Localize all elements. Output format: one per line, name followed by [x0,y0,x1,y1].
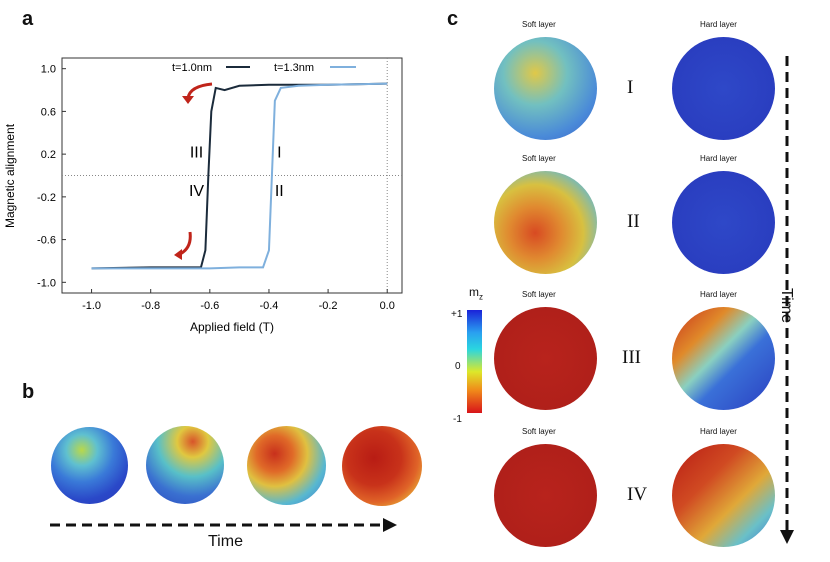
y-axis-label: Magnetic alignment [3,123,17,228]
y-tick-label: -0.6 [37,235,56,247]
colorbar [467,310,482,413]
red-arrow-upper-head [182,96,194,104]
annotation-label: IV [189,183,204,200]
y-tick-label: 0.2 [41,149,56,161]
panel-c-time-label: Time [778,288,795,323]
colorbar-title-subscript: z [479,292,483,302]
annotation-label: I [277,144,281,161]
y-tick-label: -1.0 [37,277,56,289]
reference-lines [62,58,402,293]
red-arrow-upper [186,82,213,99]
hard-layer-label: Hard layer [700,154,737,163]
panel-b-time-label: Time [208,533,243,550]
hard-layer-map [672,307,775,410]
soft-layer-label: Soft layer [522,290,556,299]
x-axis-label: Applied field (T) [190,320,274,334]
panel-a-letter: a [22,8,34,30]
x-tick-label: -0.6 [200,300,219,312]
legend-label-series-2: t=1.3nm [274,62,314,74]
series-line-2 [91,82,388,270]
x-tick-label: -0.2 [319,300,338,312]
hard-layer-label: Hard layer [700,427,737,436]
panel-b-circle-4 [342,426,422,506]
hysteresis-chart: -1.0 -0.8 -0.6 -0.4 -0.2 0.0 1.0 0.6 0.2 -0.2 -0.6… [3,57,403,334]
soft-layer-label: Soft layer [522,154,556,163]
panel-b-circle-1 [51,427,128,504]
colorbar-min-label: -1 [453,414,462,425]
y-tick-label: 1.0 [41,64,56,76]
red-arrow-lower-head [174,249,182,260]
colorbar-mid-label: 0 [455,361,461,372]
stage-numeral: III [622,347,641,368]
hard-layer-label: Hard layer [700,290,737,299]
colorbar-title: mz [469,285,483,301]
colorbar-max-label: +1 [451,309,463,320]
legend-label-series-1: t=1.0nm [172,62,212,74]
x-tick-label: -0.4 [259,300,278,312]
annotations: III IIV II [189,144,284,199]
axis-ticks: -1.0 -0.8 -0.6 -0.4 -0.2 0.0 1.0 0.6 0.2 -0.2 -0.6… [37,64,395,312]
soft-layer-map [494,307,597,410]
panel-c-letter: c [447,8,459,30]
x-tick-label: -1.0 [82,300,101,312]
stage-numeral: IV [627,484,648,505]
y-tick-label: -0.2 [37,192,56,204]
y-tick-label: 0.6 [41,106,56,118]
hard-layer-map [672,37,775,140]
hard-layer-map [672,444,775,547]
x-tick-label: -0.8 [141,300,160,312]
stage-numeral: I [627,77,634,98]
soft-layer-map [494,171,597,274]
colorbar-title-m: m [469,285,479,299]
hard-layer-label: Hard layer [700,20,737,29]
hard-layer-map [672,171,775,274]
series-group [91,82,388,270]
series-line-1 [91,82,388,270]
stage-numeral: II [627,211,640,232]
annotation-label: III [190,144,203,161]
soft-layer-map [494,37,597,140]
panel-b-circle-3 [247,426,326,505]
panel-c-time-arrow [780,56,794,544]
soft-layer-label: Soft layer [522,427,556,436]
panel-b-circle-2 [146,426,224,504]
x-tick-label: 0.0 [380,300,395,312]
soft-layer-label: Soft layer [522,20,556,29]
panel-b-time-arrow [50,518,397,532]
annotation-label: II [275,183,284,200]
panel-b-letter: b [22,381,35,403]
soft-layer-map [494,444,597,547]
